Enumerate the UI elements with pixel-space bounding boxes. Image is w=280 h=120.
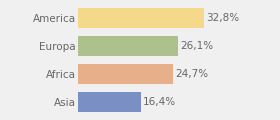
Text: 32,8%: 32,8% [206, 13, 239, 23]
Text: 24,7%: 24,7% [175, 69, 208, 79]
Bar [78, 8, 204, 28]
Text: 16,4%: 16,4% [143, 97, 176, 107]
Text: 26,1%: 26,1% [180, 41, 213, 51]
Bar [78, 64, 173, 84]
Bar [78, 92, 141, 112]
Bar [78, 36, 178, 56]
